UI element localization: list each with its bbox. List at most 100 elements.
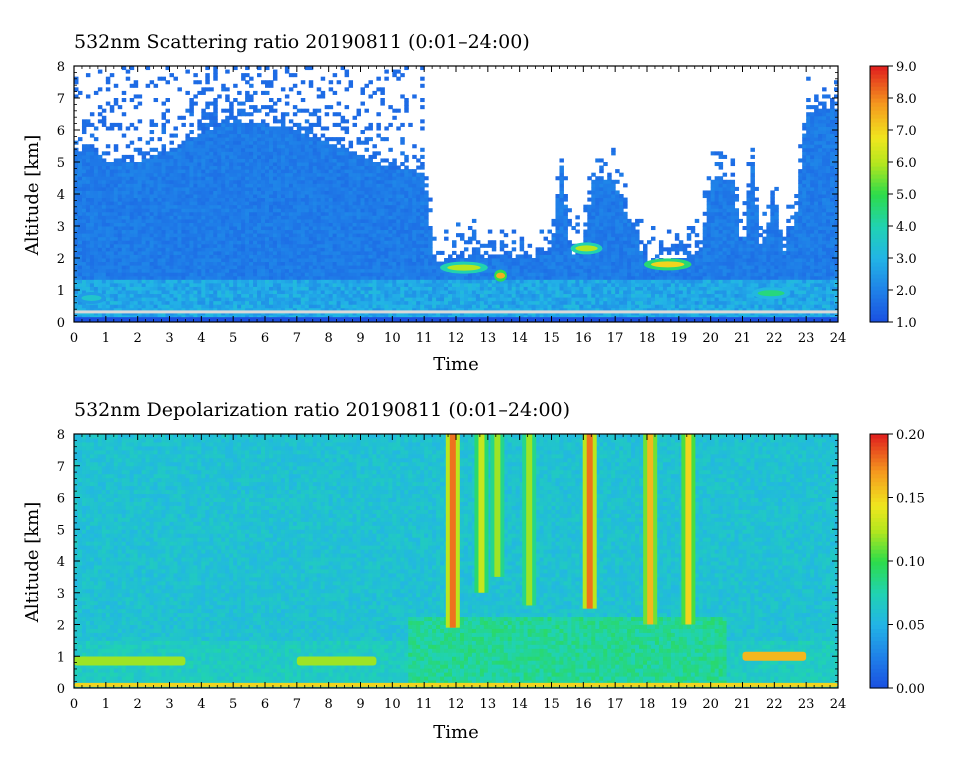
heatmap-cell bbox=[253, 301, 257, 305]
heatmap-cell bbox=[177, 215, 181, 219]
heatmap-cell bbox=[221, 286, 225, 290]
heatmap-cell bbox=[138, 254, 142, 258]
heatmap-cell bbox=[201, 180, 205, 184]
heatmap-cell bbox=[297, 265, 301, 269]
heatmap-cell bbox=[237, 283, 241, 287]
heatmap-cell bbox=[233, 155, 237, 159]
heatmap-cell bbox=[396, 215, 400, 219]
heatmap-cell bbox=[289, 208, 293, 212]
heatmap-cell bbox=[173, 155, 177, 159]
heatmap-cell bbox=[205, 116, 209, 120]
heatmap-cell bbox=[269, 176, 273, 180]
heatmap-cell bbox=[221, 84, 225, 88]
heatmap-cell bbox=[341, 126, 345, 130]
heatmap-cell bbox=[209, 148, 213, 152]
heatmap-cell bbox=[98, 244, 102, 248]
heatmap-cell bbox=[225, 219, 229, 223]
heatmap-cell bbox=[301, 230, 305, 234]
heatmap-cell bbox=[90, 151, 94, 155]
heatmap-cell bbox=[94, 148, 98, 152]
heatmap-cell bbox=[193, 219, 197, 223]
heatmap-cell bbox=[345, 269, 349, 273]
heatmap-cell bbox=[245, 183, 249, 187]
heatmap-cell bbox=[265, 258, 269, 262]
heatmap-cell bbox=[321, 222, 325, 226]
heatmap-cell bbox=[285, 233, 289, 237]
heatmap-cell bbox=[106, 212, 110, 216]
heatmap-cell bbox=[170, 73, 174, 77]
heatmap-cell bbox=[205, 226, 209, 230]
heatmap-cell bbox=[309, 205, 313, 209]
heatmap-cell bbox=[341, 190, 345, 194]
heatmap-cell bbox=[285, 205, 289, 209]
heatmap-cell bbox=[173, 183, 177, 187]
heatmap-cell bbox=[106, 194, 110, 198]
heatmap-cell bbox=[189, 176, 193, 180]
heatmap-cell bbox=[130, 301, 134, 305]
heatmap-cell bbox=[309, 251, 313, 255]
heatmap-cell bbox=[400, 141, 404, 145]
heatmap-cell bbox=[364, 237, 368, 241]
heatmap-cell bbox=[380, 215, 384, 219]
heatmap-cell bbox=[329, 215, 333, 219]
heatmap-cell bbox=[269, 194, 273, 198]
heatmap-cell bbox=[209, 176, 213, 180]
heatmap-cell bbox=[209, 119, 213, 123]
heatmap-cell bbox=[233, 84, 237, 88]
heatmap-cell bbox=[273, 180, 277, 184]
heatmap-cell bbox=[273, 70, 277, 74]
heatmap-cell bbox=[257, 134, 261, 138]
heatmap-cell bbox=[408, 294, 412, 298]
heatmap-cell bbox=[110, 176, 114, 180]
heatmap-cell bbox=[193, 286, 197, 290]
heatmap-cell bbox=[170, 230, 174, 234]
heatmap-cell bbox=[158, 262, 162, 266]
heatmap-cell bbox=[114, 148, 118, 152]
heatmap-cell bbox=[313, 137, 317, 141]
heatmap-cell bbox=[245, 180, 249, 184]
heatmap-cell bbox=[333, 205, 337, 209]
heatmap-cell bbox=[400, 194, 404, 198]
heatmap-cell bbox=[158, 180, 162, 184]
heatmap-cell bbox=[106, 251, 110, 255]
heatmap-cell bbox=[404, 240, 408, 244]
heatmap-cell bbox=[261, 301, 265, 305]
heatmap-cell bbox=[170, 251, 174, 255]
heatmap-cell bbox=[146, 258, 150, 262]
heatmap-cell bbox=[285, 166, 289, 170]
heatmap-cell bbox=[353, 176, 357, 180]
heatmap-cell bbox=[277, 286, 281, 290]
heatmap-cell bbox=[110, 258, 114, 262]
heatmap-cell bbox=[380, 173, 384, 177]
heatmap-cell bbox=[341, 297, 345, 301]
heatmap-cell bbox=[317, 254, 321, 258]
heatmap-cell bbox=[209, 215, 213, 219]
heatmap-cell bbox=[361, 212, 365, 216]
heatmap-cell bbox=[420, 304, 424, 308]
heatmap-cell bbox=[392, 158, 396, 162]
heatmap-cell bbox=[257, 219, 261, 223]
heatmap-cell bbox=[249, 77, 253, 81]
heatmap-cell bbox=[193, 247, 197, 251]
heatmap-cell bbox=[273, 190, 277, 194]
heatmap-cell bbox=[329, 304, 333, 308]
heatmap-cell bbox=[197, 272, 201, 276]
heatmap-cell bbox=[209, 304, 213, 308]
heatmap-cell bbox=[213, 226, 217, 230]
heatmap-cell bbox=[154, 286, 158, 290]
heatmap-cell bbox=[388, 269, 392, 273]
heatmap-cell bbox=[253, 297, 257, 301]
heatmap-cell bbox=[337, 162, 341, 166]
heatmap-cell bbox=[90, 247, 94, 251]
heatmap-cell bbox=[130, 226, 134, 230]
heatmap-cell bbox=[217, 123, 221, 127]
heatmap-cell bbox=[249, 272, 253, 276]
heatmap-cell bbox=[265, 222, 269, 226]
heatmap-cell bbox=[305, 269, 309, 273]
heatmap-cell bbox=[98, 265, 102, 269]
heatmap-cell bbox=[102, 116, 106, 120]
heatmap-cell bbox=[173, 205, 177, 209]
heatmap-cell bbox=[253, 126, 257, 130]
heatmap-cell bbox=[333, 158, 337, 162]
heatmap-cell bbox=[221, 205, 225, 209]
